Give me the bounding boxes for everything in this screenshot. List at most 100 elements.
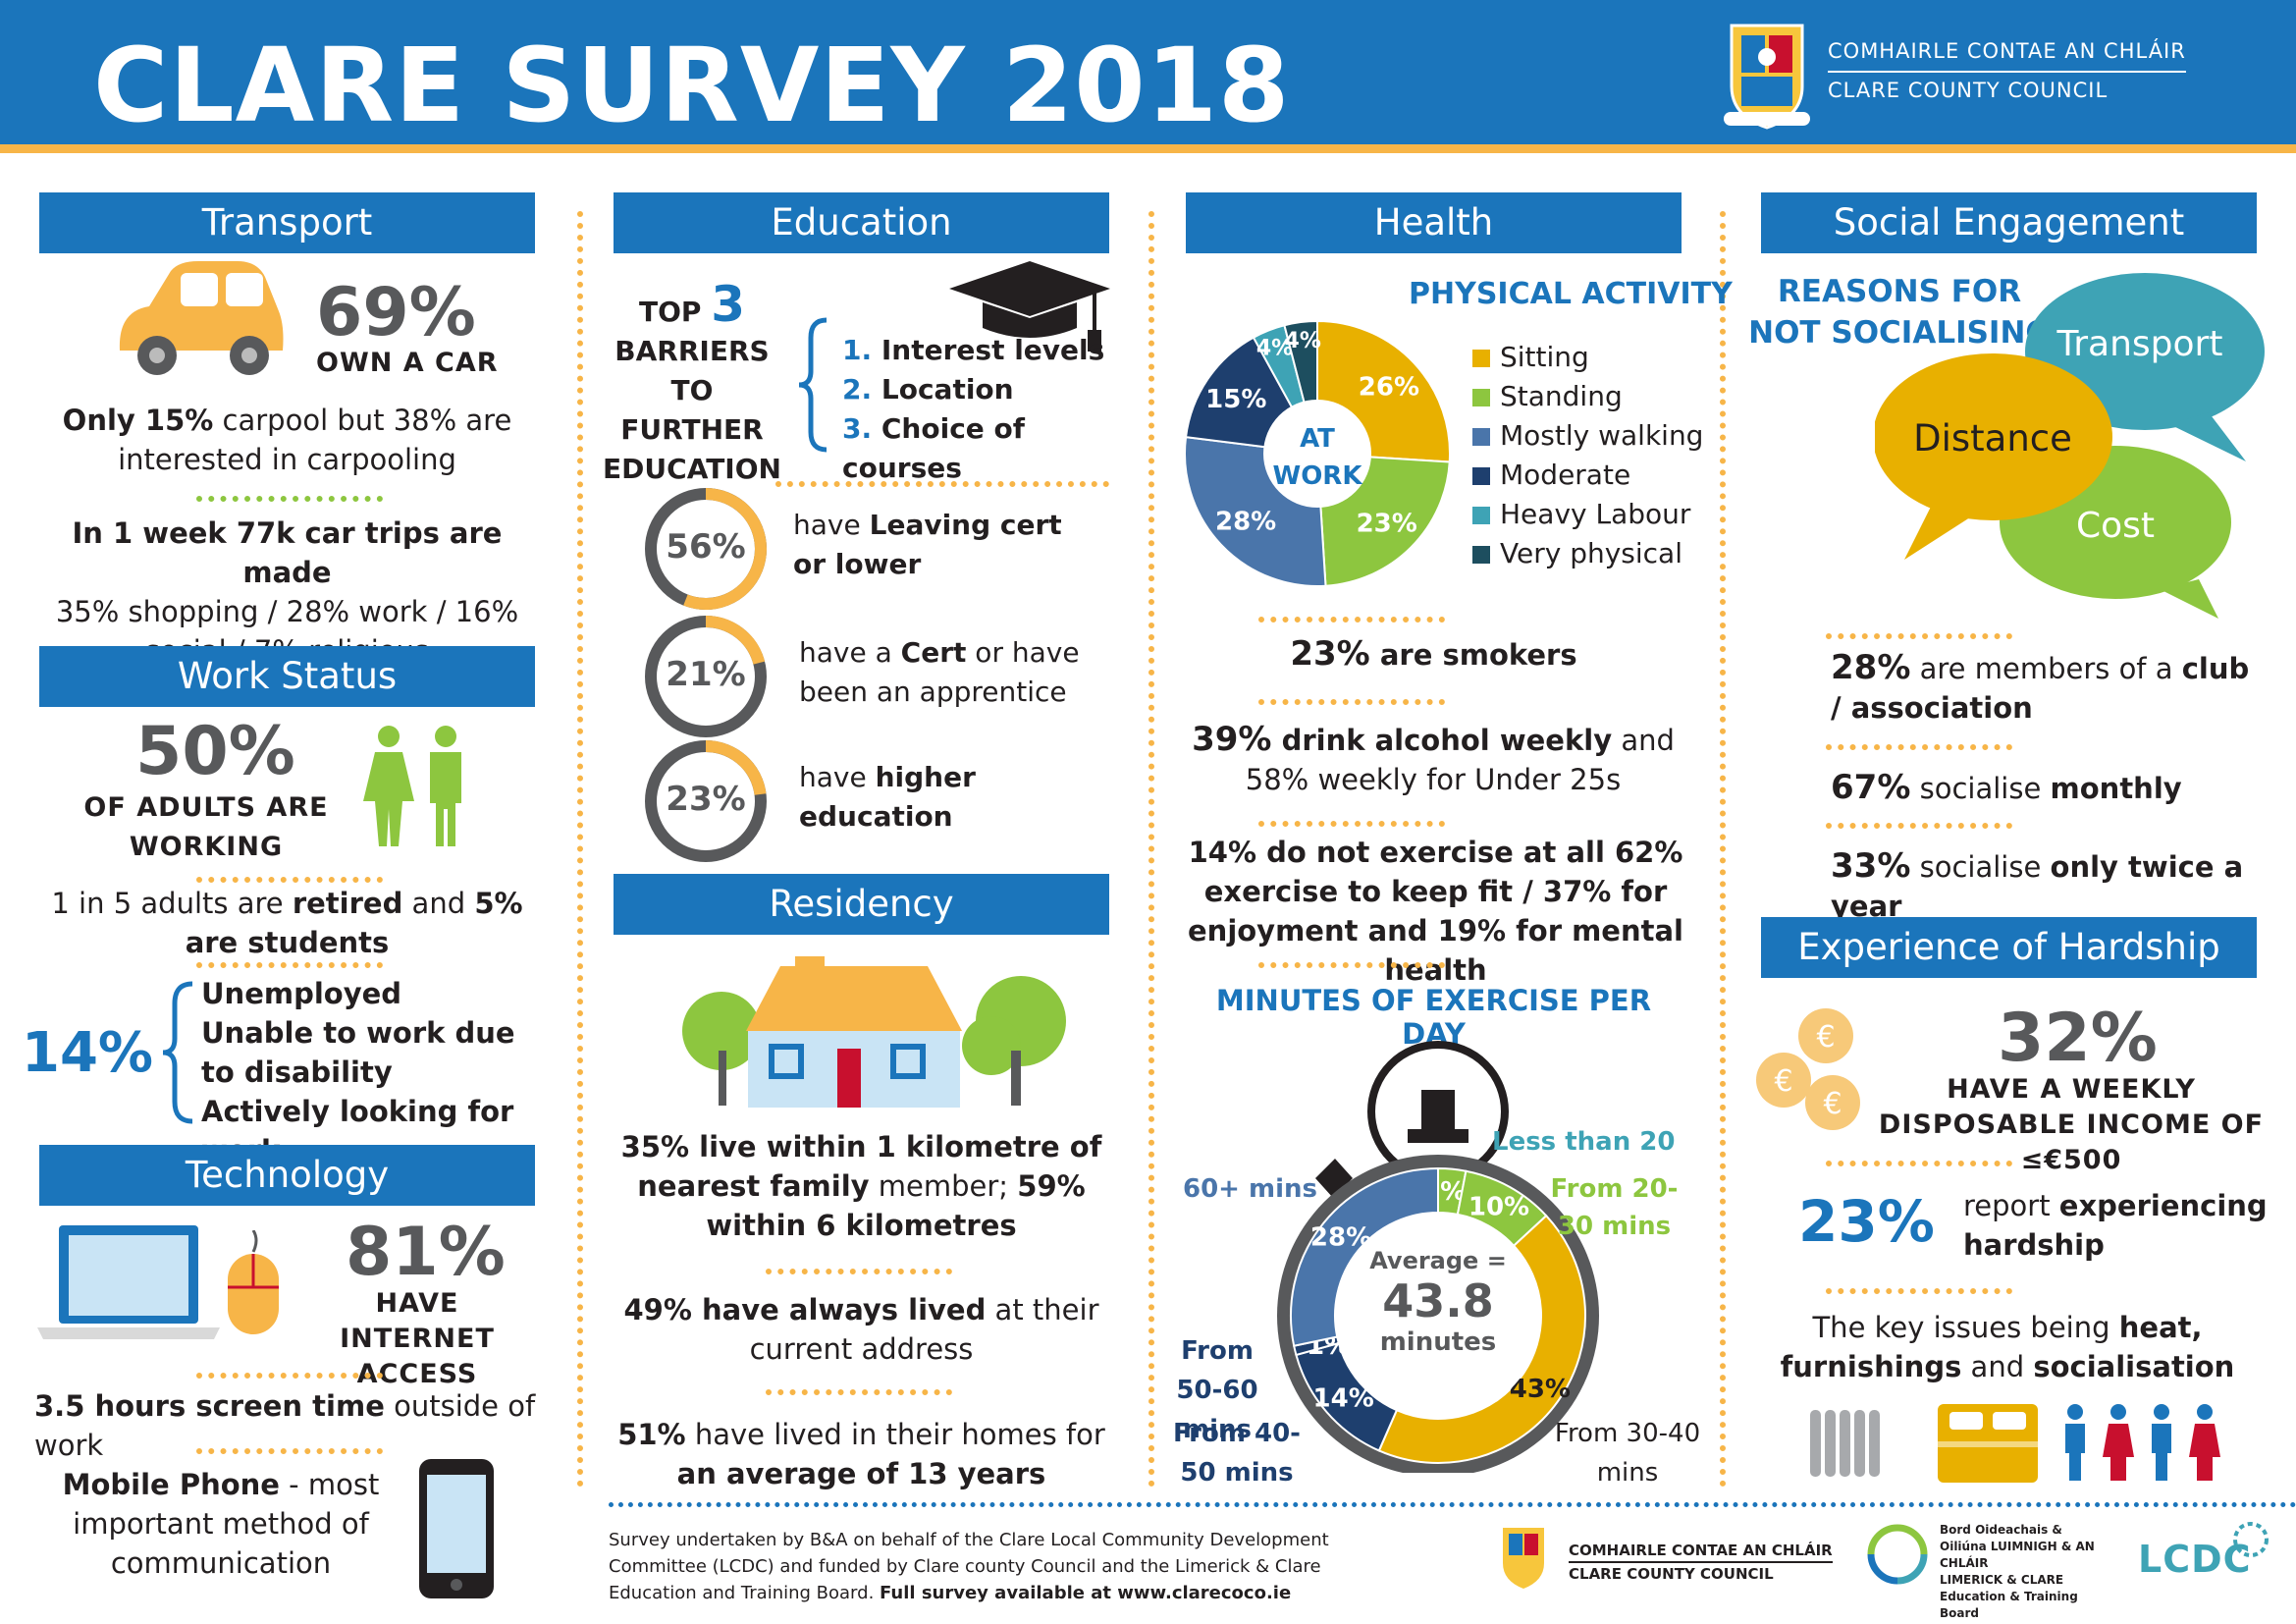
monthly-stat: 67% socialise monthly [1831, 768, 2263, 808]
education-heading: Education [614, 192, 1109, 253]
label-50-60: From 50-60 mins [1176, 1336, 1258, 1444]
retired-text: 1 in 5 adults are [51, 887, 293, 920]
distance-bold-2: 59% within 6 kilometres [706, 1169, 1086, 1242]
working-pct: 50% [135, 713, 295, 790]
separator [1826, 1288, 2012, 1294]
key-issues: The key issues being heat, furnishings a… [1747, 1308, 2268, 1386]
legend-swatch [1472, 389, 1490, 406]
car-ownership-caption: OWN A CAR [316, 348, 499, 378]
separator [1258, 821, 1445, 827]
legend-item: Standing [1472, 377, 1703, 416]
separator [1826, 823, 2012, 829]
retired-bold: retired [292, 887, 403, 920]
council-crest-icon [1724, 24, 1810, 130]
unemployed-pct: 14% [22, 1021, 154, 1085]
social-engagement-heading: Social Engagement [1761, 192, 2257, 253]
car-icon [119, 261, 284, 375]
pie-data-label: 23% [1357, 510, 1417, 539]
barrier-item: 3. Choice of courses [842, 409, 1127, 488]
hardship-pct: 23% [1798, 1188, 1935, 1255]
unemployed-list: Unemployed Unable to work due to disabil… [201, 974, 555, 1170]
council-irish-name: COMHAIRLE CONTAE AN CHLÁIR [1828, 39, 2186, 63]
progress-ring [645, 616, 767, 737]
separator [1826, 1161, 2012, 1166]
club-bold-2: club / association [1831, 652, 2250, 725]
man-woman-icon [363, 726, 461, 846]
education-stat-text: have higher education [799, 758, 1094, 837]
bed-icon [1938, 1404, 2038, 1483]
laptop-icon [37, 1225, 220, 1339]
years-text: have lived in their homes for [685, 1418, 1105, 1451]
health-heading: Health [1186, 192, 1682, 253]
council-crest-small-icon [1503, 1528, 1544, 1589]
progress-ring [645, 488, 767, 610]
income-pct: 32% [1998, 1000, 2158, 1077]
average-value: 43.8 [1382, 1274, 1494, 1327]
education-pct: 23% [666, 780, 746, 819]
monthly-bold: 67% [1831, 768, 1911, 807]
footer-etb-english: LIMERICK & CLARE Education & Training Bo… [1940, 1573, 2078, 1620]
always-text: at their current address [749, 1293, 1099, 1366]
column-divider [1148, 211, 1154, 1488]
legend-item: Very physical [1472, 534, 1703, 573]
hardship-heading: Experience of Hardship [1761, 917, 2257, 978]
legend-swatch [1472, 467, 1490, 485]
stat-bold: higher education [799, 761, 976, 833]
car-ownership-pct: 69% [316, 274, 476, 352]
top-number: 3 [711, 276, 745, 333]
retired-stat: 1 in 5 adults are retired and 5% are stu… [39, 884, 535, 962]
separator [1826, 633, 2012, 639]
barrier-item: 2. Location [842, 370, 1127, 409]
average-text: Average = [1369, 1247, 1507, 1274]
stat-bold: Leaving cert or lower [793, 509, 1062, 580]
label-20-30: From 20-30 mins [1550, 1174, 1679, 1241]
label-30-40: From 30-40 mins [1554, 1419, 1701, 1488]
twice-bold: 33% [1831, 846, 1911, 886]
separator [196, 877, 383, 883]
progress-arc [683, 488, 767, 610]
legend-item: Sitting [1472, 338, 1703, 377]
monthly-text: socialise [1910, 772, 2051, 805]
separator [196, 1448, 383, 1454]
donut-data-label: 10% [1468, 1193, 1529, 1222]
label-60-plus: 60+ mins [1183, 1174, 1318, 1204]
unemployed-item: Unemployed [201, 977, 402, 1010]
separator [775, 481, 1109, 487]
working-caption: OF ADULTS ARE WORKING [83, 792, 329, 862]
residency-always-stat: 49% have always lived at their current a… [614, 1290, 1109, 1369]
education-stat-text: have a Cert or have been an apprentice [799, 633, 1094, 712]
alcohol-text: and 58% weekly for Under 25s [1245, 724, 1675, 796]
education-ring: 23% [643, 738, 769, 868]
smokers-bold: 23% [1290, 634, 1370, 674]
footer-lcdc-logo: LCDC [2138, 1538, 2252, 1581]
lcdc-mark-icon [2233, 1522, 2269, 1557]
footer-divider [609, 1502, 2296, 1507]
transport-heading: Transport [39, 192, 535, 253]
average-unit: minutes [1379, 1327, 1497, 1357]
education-pct: 21% [666, 655, 746, 694]
separator [196, 1373, 383, 1379]
barrier-text: Interest levels [881, 334, 1105, 366]
separator [196, 962, 383, 968]
mouse-icon [228, 1230, 279, 1334]
separator [766, 1269, 952, 1274]
legend-swatch [1472, 428, 1490, 446]
separator [196, 496, 383, 502]
distance-bold: 35% live within 1 kilometre of nearest f… [620, 1130, 1102, 1203]
page-title: CLARE SURVEY 2018 [93, 26, 1291, 145]
speech-bubbles-icon [1875, 273, 2265, 619]
council-english-name: CLARE COUNTY COUNCIL [1828, 71, 2186, 108]
council-name: COMHAIRLE CONTAE AN CHLÁIR CLARE COUNTY … [1828, 33, 2186, 108]
club-text: are members of a [1910, 652, 2182, 685]
top-label: TOP [639, 296, 702, 328]
stopwatch-donut: 3%10%43%14%1%28% [1277, 1041, 1599, 1473]
alcohol-stat: 39% drink alcohol weekly and 58% weekly … [1168, 720, 1698, 799]
pie-data-label: 15% [1205, 385, 1266, 414]
issues-text-2: and [1961, 1350, 2034, 1383]
progress-arc [705, 616, 766, 665]
trips-bold: In 1 week 77k car trips are made [72, 516, 503, 589]
pie-data-label: 4% [1256, 336, 1293, 360]
issues-bold-2: socialisation [2033, 1350, 2235, 1383]
residency-heading: Residency [614, 874, 1109, 935]
physical-activity-legend: Sitting Standing Mostly walking Moderate Hea… [1472, 338, 1703, 573]
